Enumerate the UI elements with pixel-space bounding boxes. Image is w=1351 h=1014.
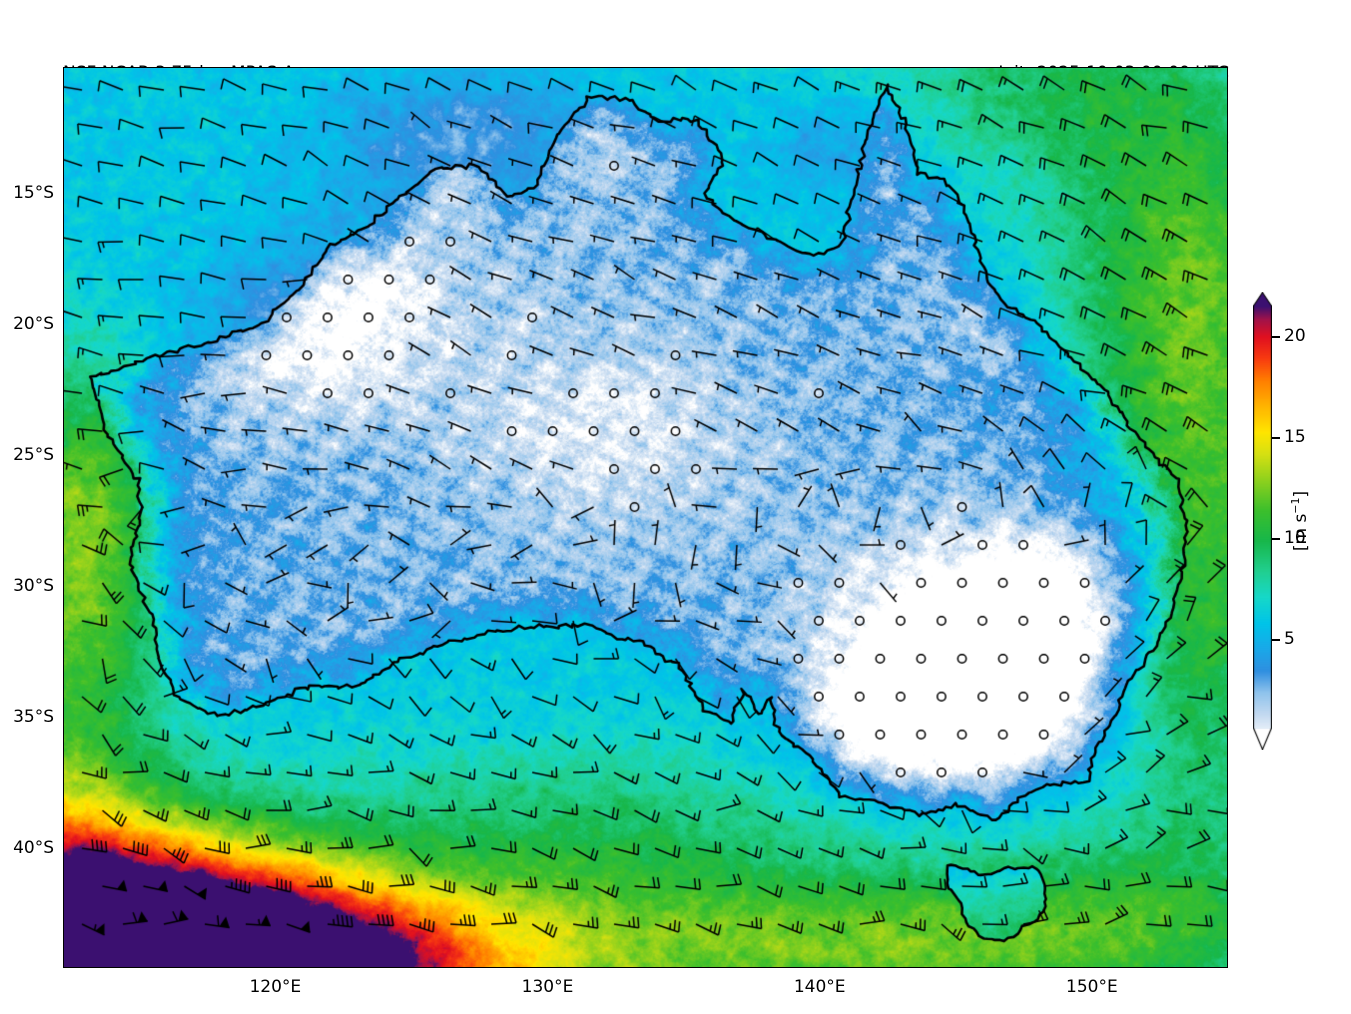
colorbar-gradient [1253,292,1272,750]
colorbar-tick-3 [1272,639,1280,641]
colorbar-tick-label-2: 10 [1284,528,1306,549]
colorbar-tick-label-0: 20 [1284,326,1306,347]
colorbar-tick-2 [1272,538,1280,540]
y-tick-label-3: 30°S [13,575,54,596]
colorbar-tick-label-3: 5 [1284,629,1295,650]
y-tick-label-0: 15°S [13,182,54,203]
y-tick-label-1: 20°S [13,313,54,334]
map-plot-area [63,67,1228,968]
colorbar-unit-label: [m s−1] [1289,491,1311,551]
colorbar-tick-0 [1272,336,1280,338]
y-tick-label-5: 40°S [13,837,54,858]
wind-speed-field [64,68,1227,967]
x-tick-label-1: 130°E [521,977,574,997]
x-tick-label-2: 140°E [793,977,846,997]
colorbar-tick-label-1: 15 [1284,427,1306,448]
colorbar-unit-exponent: −1 [1289,497,1303,514]
y-tick-label-2: 25°S [13,444,54,465]
y-tick-label-4: 35°S [13,706,54,727]
colorbar: 20 15 10 5 [1253,292,1306,750]
colorbar-unit-base: [m s [1290,513,1311,552]
x-tick-label-3: 150°E [1066,977,1118,997]
x-tick-label-0: 120°E [249,977,302,997]
colorbar-unit-tail: ] [1290,490,1311,498]
colorbar-tick-1 [1272,437,1280,439]
